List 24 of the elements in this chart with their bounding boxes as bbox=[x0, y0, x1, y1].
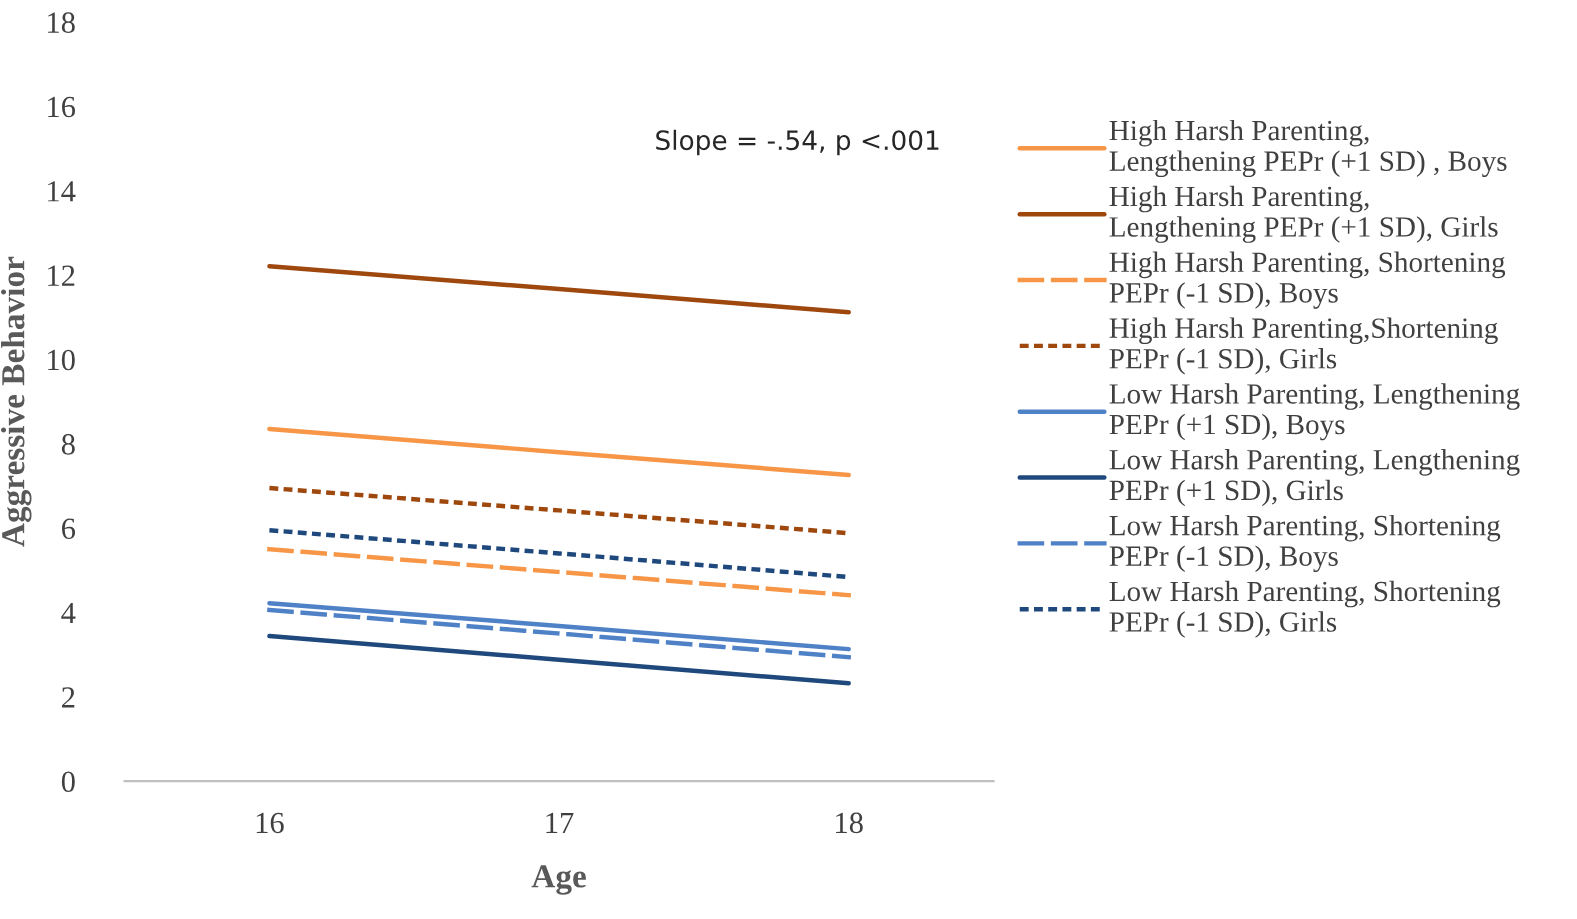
y-tick-label: 18 bbox=[48, 12, 75, 33]
legend-label: Low Harsh Parenting, Lengthening PEPr (+1 SD), Girls bbox=[1109, 449, 1520, 507]
y-tick-label: 0 bbox=[61, 771, 75, 793]
legend-label: Low Harsh Parenting, Shortening PEPr (-1 SD), Girls bbox=[1109, 580, 1501, 638]
legend-label: Low Harsh Parenting, Shortening PEPr (-1 SD), Boys bbox=[1109, 514, 1501, 572]
x-tick-label: 16 bbox=[256, 812, 284, 834]
y-tick-label: 6 bbox=[62, 518, 76, 540]
y-tick-label: 16 bbox=[48, 96, 76, 118]
y-tick-label: 4 bbox=[61, 602, 76, 624]
x-tick-label: 17 bbox=[546, 812, 574, 833]
legend-label: High Harsh Parenting, Lengthening PEPr (+1 SD) , Boys bbox=[1109, 119, 1507, 177]
legend-label: Low Harsh Parenting, Lengthening PEPr (+1 SD), Boys bbox=[1109, 383, 1520, 441]
y-tick-label: 2 bbox=[62, 687, 75, 708]
legend-label: High Harsh Parenting,Shortening PEPr (-1 SD), Girls bbox=[1109, 317, 1498, 375]
y-axis-title: Aggressive Behavior bbox=[1, 256, 32, 547]
x-axis-title: Age bbox=[531, 865, 586, 895]
legend-label: High Harsh Parenting, Lengthening PEPr (+1 SD), Girls bbox=[1109, 185, 1498, 243]
x-tick-label: 18 bbox=[836, 812, 863, 834]
legend-label: High Harsh Parenting, Shortening PEPr (-1 SD), Boys bbox=[1109, 251, 1506, 309]
y-tick-label: 12 bbox=[48, 265, 75, 286]
y-tick-label: 10 bbox=[48, 349, 75, 371]
y-tick-label: 8 bbox=[61, 434, 75, 455]
y-tick-label: 14 bbox=[48, 181, 76, 202]
annotation: Slope = -.54, p <.001 bbox=[656, 129, 939, 156]
